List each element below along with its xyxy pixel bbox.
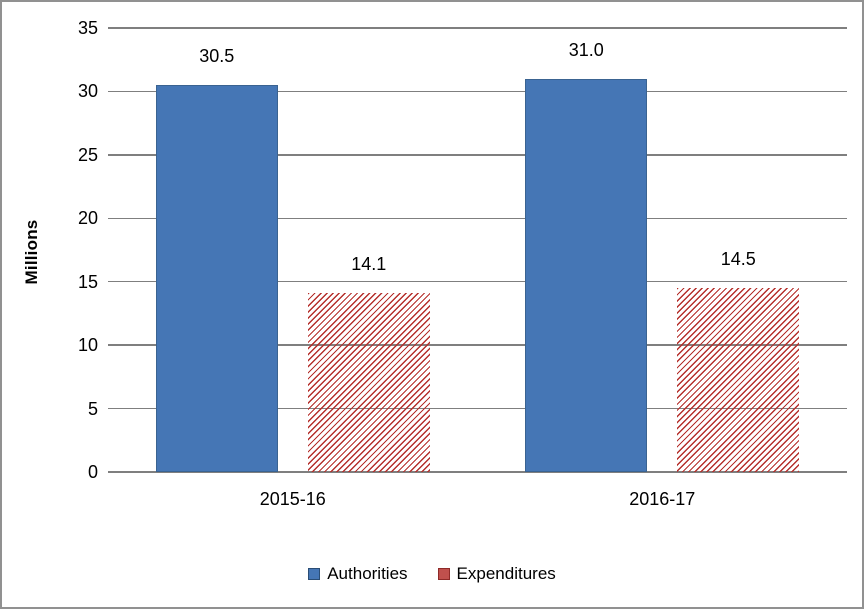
bar-expenditures-2015-16 xyxy=(307,293,430,472)
legend-item-authorities: Authorities xyxy=(308,564,408,584)
y-axis-title: Millions xyxy=(22,219,41,285)
bar-authorities-2016-17 xyxy=(525,78,648,472)
legend: Authorities Expenditures xyxy=(2,564,862,584)
y-tick-label-15: 15 xyxy=(77,271,98,292)
x-category-label-2016-17: 2016-17 xyxy=(629,489,696,509)
value-label-authorities-2015-16: 30.5 xyxy=(199,46,235,67)
bar-authorities-2015-16 xyxy=(155,85,278,472)
legend-item-expenditures: Expenditures xyxy=(437,564,556,584)
y-tick-label-25: 25 xyxy=(77,144,98,165)
gridline-35 xyxy=(108,27,847,29)
value-label-expenditures-2015-16: 14.1 xyxy=(351,254,387,275)
plot-area: 30.5 14.1 31.0 14.5 xyxy=(108,27,847,473)
gridline-5 xyxy=(108,407,847,410)
y-tick-label-30: 30 xyxy=(77,81,98,102)
legend-label-expenditures: Expenditures xyxy=(456,564,556,583)
value-label-authorities-2016-17: 31.0 xyxy=(568,39,604,60)
y-tick-label-0: 0 xyxy=(87,462,98,482)
x-category-label-2015-16: 2015-16 xyxy=(259,489,326,509)
bar-expenditures-2016-17 xyxy=(677,288,800,472)
value-label-expenditures-2016-17: 14.5 xyxy=(720,249,756,270)
gridline-30 xyxy=(108,90,847,93)
y-tick-label-5: 5 xyxy=(87,398,98,419)
legend-swatch-expenditures xyxy=(437,568,450,580)
gridline-10 xyxy=(108,344,847,346)
gridline-25 xyxy=(108,154,847,156)
x-axis-line xyxy=(108,471,847,473)
gridline-15 xyxy=(108,280,847,283)
y-tick-label-10: 10 xyxy=(77,335,98,356)
y-tick-label-20: 20 xyxy=(77,208,98,229)
gridline-20 xyxy=(108,217,847,220)
y-tick-label-35: 35 xyxy=(77,18,98,38)
legend-swatch-authorities xyxy=(308,568,321,580)
legend-label-authorities: Authorities xyxy=(327,564,408,583)
